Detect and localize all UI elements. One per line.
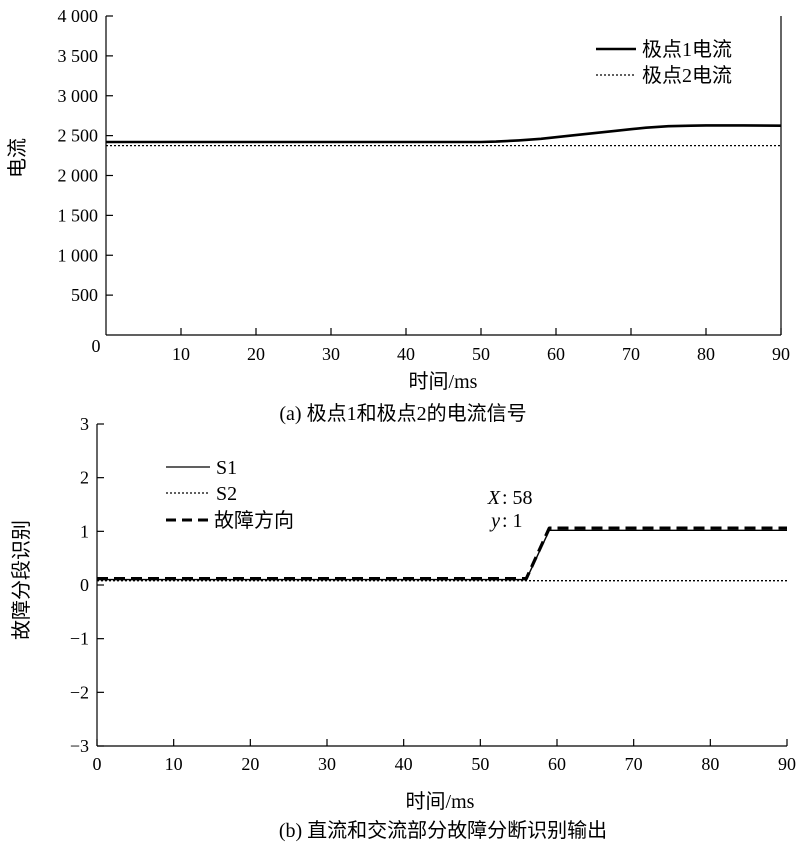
chart-b-caption: (b) 直流和交流部分故障分断识别输出 bbox=[279, 819, 607, 842]
chart-b-ytick-label: 1 bbox=[80, 521, 89, 541]
chart-b-ytick-label: −2 bbox=[70, 682, 89, 702]
chart-b-xtick-label: 20 bbox=[241, 754, 259, 774]
chart-a-ytick-label: 3 500 bbox=[58, 46, 99, 66]
chart-a-ytick-label: 1 000 bbox=[58, 245, 99, 265]
chart-b-ytick-label: −3 bbox=[70, 736, 89, 756]
chart-a-ticks: 10 20 30 40 50 60 70 80 90 500 1 000 1 500 2 000 2 50… bbox=[58, 6, 791, 364]
chart-b-ticks: 0 10 20 30 40 50 60 70 80 90 −3 −2 −1 0 1 2 3 bbox=[70, 414, 796, 774]
chart-a-ylabel: 电流 bbox=[6, 138, 29, 178]
chart-a-ytick-label: 4 000 bbox=[58, 6, 99, 26]
chart-a-caption: (a) 极点1和极点2的电流信号 bbox=[279, 402, 526, 425]
chart-a-xtick-label: 30 bbox=[322, 344, 340, 364]
annotation-y-name: y bbox=[489, 510, 500, 532]
chart-b-xtick-label: 60 bbox=[548, 754, 566, 774]
chart-b-xtick-label: 80 bbox=[701, 754, 719, 774]
annotation-x-name: X bbox=[487, 487, 501, 509]
chart-b-xtick-label: 90 bbox=[778, 754, 796, 774]
chart-b: 0 10 20 30 40 50 60 70 80 90 −3 −2 −1 0 1 2 3 S1 S2 故障方向… bbox=[10, 414, 796, 842]
chart-b-legend: S1 S2 故障方向 bbox=[166, 457, 294, 532]
annotation-x-value: : 58 bbox=[502, 487, 533, 509]
chart-a-xlabel: 时间/ms bbox=[409, 370, 478, 393]
chart-a-xtick-label: 40 bbox=[397, 344, 415, 364]
legend-b-label-3: 故障方向 bbox=[214, 509, 294, 532]
chart-b-ytick-label: −1 bbox=[70, 629, 89, 649]
chart-a-xtick-label: 50 bbox=[472, 344, 490, 364]
chart-a-ytick-label: 1 500 bbox=[58, 205, 99, 225]
chart-a-ytick-label: 2 000 bbox=[58, 166, 99, 186]
chart-b-xtick-label: 40 bbox=[395, 754, 413, 774]
chart-a-xtick-label: 10 bbox=[172, 344, 190, 364]
chart-a-ytick-label: 500 bbox=[71, 285, 98, 305]
chart-b-series-line-1 bbox=[97, 529, 787, 581]
chart-a-ytick-label: 3 000 bbox=[58, 86, 99, 106]
chart-b-xtick-label: 50 bbox=[471, 754, 489, 774]
chart-a-xtick-label: 20 bbox=[247, 344, 265, 364]
chart-b-annotation: X : 58 y : 1 bbox=[487, 487, 533, 532]
chart-b-ytick-label: 2 bbox=[80, 468, 89, 488]
chart-b-ytick-label: 3 bbox=[80, 414, 89, 434]
legend-a-label-1: 极点1电流 bbox=[642, 38, 732, 61]
chart-a-series-line-1 bbox=[106, 124, 782, 144]
annotation-y-value: : 1 bbox=[502, 510, 523, 532]
chart-b-ylabel: 故障分段识别 bbox=[10, 520, 33, 640]
legend-b-label-2: S2 bbox=[216, 483, 237, 505]
chart-b-xtick-label: 30 bbox=[318, 754, 336, 774]
legend-a-label-2: 极点2电流 bbox=[642, 64, 732, 87]
chart-a-xtick-label: 70 bbox=[622, 344, 640, 364]
chart-b-xlabel: 时间/ms bbox=[406, 790, 475, 813]
chart-b-xtick-label: 0 bbox=[93, 754, 102, 774]
chart-a-xtick-label: 60 bbox=[547, 344, 565, 364]
chart-b-series-line-3 bbox=[97, 526, 787, 581]
chart-a-xtick-label: 90 bbox=[772, 344, 790, 364]
chart-a-origin-label: 0 bbox=[92, 336, 101, 356]
chart-a-ytick-label: 2 500 bbox=[58, 126, 99, 146]
chart-b-xtick-label: 10 bbox=[165, 754, 183, 774]
chart-b-xtick-label: 70 bbox=[625, 754, 643, 774]
chart-b-ytick-label: 0 bbox=[80, 575, 89, 595]
chart-a: 10 20 30 40 50 60 70 80 90 500 1 000 1 500 2 000 2 50… bbox=[6, 6, 790, 425]
chart-a-legend: 极点1电流 极点2电流 bbox=[596, 38, 732, 87]
chart-a-series bbox=[106, 124, 782, 147]
chart-a-xtick-label: 80 bbox=[697, 344, 715, 364]
chart-b-series bbox=[97, 526, 787, 582]
legend-b-label-1: S1 bbox=[216, 457, 237, 479]
